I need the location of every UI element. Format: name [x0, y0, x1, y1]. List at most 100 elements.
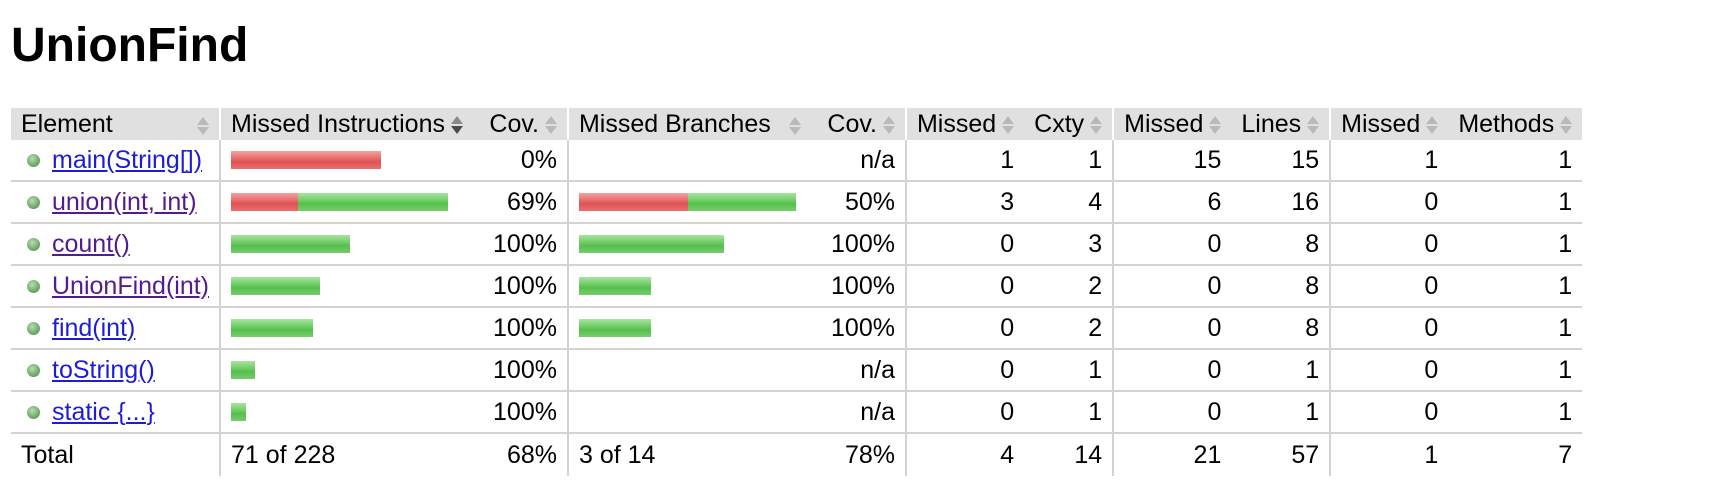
total-methods: 7	[1558, 440, 1573, 469]
complexity: 2	[1024, 307, 1114, 350]
header-missed-methods[interactable]: Missed	[1329, 108, 1449, 140]
missed-lines: 0	[1112, 265, 1232, 308]
header-lines[interactable]: Lines	[1231, 108, 1331, 140]
method-icon	[27, 196, 40, 210]
missed-lines: 0	[1112, 307, 1232, 350]
methods: 1	[1448, 349, 1583, 392]
methods: 1	[1448, 223, 1583, 266]
sort-icon	[1209, 115, 1222, 135]
missed-instructions-cell	[219, 391, 473, 434]
header-element[interactable]: Element	[11, 108, 221, 140]
branch-coverage: n/a	[810, 391, 906, 434]
element-cell: UnionFind(int)	[11, 265, 221, 308]
sort-icon	[1090, 115, 1103, 135]
table-row: static {...} 100% n/a 0 1 0 1 0 1	[11, 391, 1583, 434]
missed-instructions-cell	[219, 307, 473, 350]
missed-complexity: 0	[904, 223, 1025, 266]
branch-coverage: 100%	[810, 265, 906, 308]
page-title: UnionFind	[11, 19, 249, 72]
missed-branches-cell	[566, 307, 811, 350]
methods: 1	[1448, 181, 1583, 224]
element-cell: static {...}	[11, 391, 221, 434]
coverage-table: Element Missed Instructions Cov. Missed …	[11, 108, 1583, 476]
header-complexity[interactable]: Cxty	[1024, 108, 1114, 140]
header-missed-instructions[interactable]: Missed Instructions	[219, 108, 473, 140]
coverage-bar	[231, 402, 463, 422]
covered-bar-segment	[578, 235, 724, 253]
lines: 8	[1231, 223, 1331, 266]
missed-instructions-cell	[219, 223, 473, 266]
missed-complexity: 0	[904, 265, 1025, 308]
header-methods[interactable]: Methods	[1448, 108, 1583, 140]
element-link[interactable]: UnionFind(int)	[52, 271, 210, 300]
total-missed-lines: 21	[1112, 433, 1232, 476]
sort-icon	[197, 116, 210, 136]
total-missed-complexity: 4	[904, 433, 1025, 476]
covered-bar-segment	[231, 277, 321, 295]
total-label: Total	[21, 440, 74, 469]
missed-methods: 1	[1329, 140, 1449, 182]
element-cell: find(int)	[11, 307, 221, 350]
element-link[interactable]: main(String[])	[52, 145, 203, 174]
header-missed-branches[interactable]: Missed Branches	[566, 108, 811, 140]
element-link[interactable]: static {...}	[52, 397, 155, 426]
branch-coverage: n/a	[810, 140, 906, 182]
missed-instructions-cell	[219, 140, 473, 182]
covered-bar-segment	[231, 319, 314, 337]
method-icon	[27, 364, 40, 378]
coverage-bar	[231, 192, 463, 212]
sort-icon	[1426, 115, 1439, 135]
lines: 15	[1231, 140, 1331, 182]
instruction-coverage: 100%	[472, 223, 568, 266]
sort-icon	[1560, 115, 1573, 135]
element-cell: union(int, int)	[11, 181, 221, 224]
element-link[interactable]: find(int)	[52, 313, 136, 342]
table-row: find(int) 100% 100% 0 2 0 8 0 1	[11, 307, 1583, 350]
sort-icon	[544, 115, 557, 135]
missed-instructions-cell	[219, 265, 473, 308]
coverage-bar	[231, 234, 463, 254]
coverage-bar	[578, 192, 801, 212]
instruction-coverage: 69%	[472, 181, 568, 224]
instruction-coverage: 100%	[472, 265, 568, 308]
methods: 1	[1448, 307, 1583, 350]
covered-bar-segment	[298, 193, 449, 211]
missed-lines: 0	[1112, 223, 1232, 266]
total-missed-branches: 3 of 14	[566, 433, 811, 476]
complexity: 1	[1024, 140, 1114, 182]
covered-bar-segment	[578, 277, 651, 295]
element-link[interactable]: count()	[52, 229, 130, 258]
coverage-bar	[231, 318, 463, 338]
missed-branches-cell	[566, 140, 811, 182]
header-missed-complexity[interactable]: Missed	[904, 108, 1025, 140]
covered-bar-segment	[578, 319, 651, 337]
methods: 1	[1448, 391, 1583, 434]
missed-complexity: 0	[904, 349, 1025, 392]
missed-branches-cell	[566, 181, 811, 224]
header-missed-lines[interactable]: Missed	[1112, 108, 1232, 140]
missed-complexity: 0	[904, 391, 1025, 434]
missed-methods: 0	[1329, 181, 1449, 224]
element-link[interactable]: toString()	[52, 355, 155, 384]
covered-bar-segment	[231, 403, 247, 421]
sort-icon	[1002, 115, 1015, 135]
header-instruction-coverage[interactable]: Cov.	[472, 108, 568, 140]
header-branch-coverage[interactable]: Cov.	[810, 108, 906, 140]
missed-branches-cell	[566, 265, 811, 308]
instruction-coverage: 100%	[472, 307, 568, 350]
coverage-bar	[231, 360, 463, 380]
table-row: toString() 100% n/a 0 1 0 1 0 1	[11, 349, 1583, 392]
element-cell: main(String[])	[11, 140, 221, 182]
method-icon	[27, 406, 40, 420]
sort-icon	[882, 115, 895, 135]
method-icon	[27, 322, 40, 336]
lines: 16	[1231, 181, 1331, 224]
complexity: 4	[1024, 181, 1114, 224]
sort-icon	[1307, 115, 1320, 135]
coverage-bar	[578, 276, 801, 296]
missed-lines: 0	[1112, 349, 1232, 392]
branch-coverage: 50%	[810, 181, 906, 224]
table-row: UnionFind(int) 100% 100% 0 2 0 8 0 1	[11, 265, 1583, 308]
missed-methods: 0	[1329, 391, 1449, 434]
element-link[interactable]: union(int, int)	[52, 187, 197, 216]
